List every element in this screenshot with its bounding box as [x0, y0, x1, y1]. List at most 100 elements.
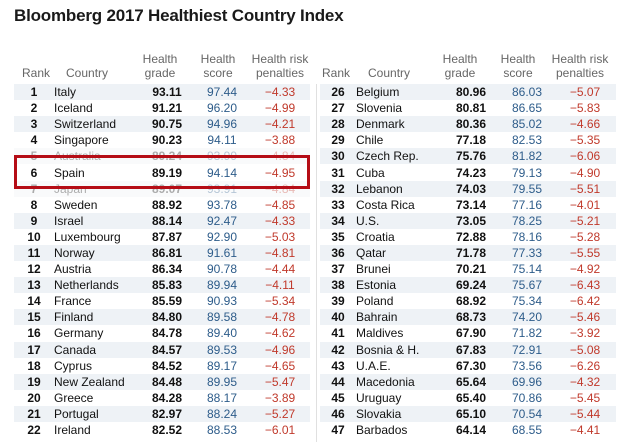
rank-cell: 16: [27, 326, 41, 341]
grade-cell: 74.03: [442, 180, 500, 197]
score-cell: 79.55: [500, 180, 554, 197]
column-divider: [316, 84, 317, 442]
grade-cell: 74.23: [455, 165, 487, 180]
grade-cell: 73.14: [455, 197, 487, 212]
table-row: 14 France 85.59 90.93 −5.34: [14, 293, 310, 309]
rank-cell: 41: [331, 326, 345, 341]
table-row: 3 Switzerland 90.75 94.96 −4.21: [14, 116, 310, 133]
table-row: 26 Belgium 80.96 86.03 −5.07: [320, 84, 616, 101]
score-cell: 77.33: [500, 244, 554, 262]
header-country-right: Country: [368, 66, 411, 80]
country-cell: Italy: [54, 84, 140, 101]
rank-cell: 15: [14, 309, 54, 326]
country-cell: Macedonia: [356, 373, 442, 390]
grade-cell: 80.96: [442, 84, 500, 101]
penalty-cell: −4.66: [554, 116, 616, 133]
rank-cell: 9: [14, 212, 54, 229]
grade-cell: 86.81: [140, 244, 194, 262]
rank-cell: 34: [320, 212, 356, 229]
score-cell: 88.17: [206, 390, 238, 405]
penalty-cell: −4.95: [264, 165, 296, 180]
score-cell: 90.78: [206, 262, 238, 277]
country-cell: Denmark: [356, 116, 442, 133]
table-row: 8 Sweden 88.92 93.78 −4.85: [14, 197, 310, 213]
rank-cell: 10: [27, 229, 41, 244]
country-cell: Luxembourg: [54, 229, 121, 244]
rank-cell: 2: [30, 101, 38, 116]
score-cell: 89.17: [206, 358, 238, 373]
score-cell: 70.86: [511, 390, 543, 405]
table-row: 6 Spain 89.19 94.14 −4.95: [14, 164, 310, 180]
grade-cell: 65.64: [442, 373, 500, 390]
penalty-cell: −4.65: [264, 358, 296, 373]
grade-cell: 67.83: [442, 341, 500, 358]
penalty-cell: −3.88: [264, 133, 296, 148]
table-row: 21 Portugal 82.97 88.24 −5.27: [14, 405, 310, 422]
table-row: 44 Macedonia 65.64 69.96 −4.32: [320, 373, 616, 390]
grade-cell: 69.24: [442, 277, 500, 294]
country-cell: Belgium: [356, 84, 442, 101]
table-row: 40 Bahrain 68.73 74.20 −5.46: [320, 309, 616, 326]
grade-cell: 90.75: [140, 116, 194, 133]
rank-cell: 31: [331, 165, 345, 180]
table-row: 10 Luxembourg 87.87 92.90 −5.03: [14, 229, 310, 245]
country-cell: Qatar: [356, 244, 442, 262]
table-row: 32 Lebanon 74.03 79.55 −5.51: [320, 180, 616, 197]
header-score-right: Health score: [500, 52, 536, 80]
grade-cell: 73.05: [442, 212, 500, 229]
score-cell: 91.61: [194, 244, 250, 262]
rank-cell: 6: [30, 165, 38, 180]
grade-cell: 70.21: [455, 262, 487, 277]
rank-cell: 43: [331, 358, 345, 373]
table-row: 15 Finland 84.80 89.58 −4.78: [14, 309, 310, 326]
rank-cell: 37: [331, 262, 345, 277]
penalty-cell: −4.90: [569, 165, 601, 180]
penalty-cell: −5.08: [554, 341, 616, 358]
table-row: 17 Canada 84.57 89.53 −4.96: [14, 341, 310, 358]
rank-cell: 40: [320, 309, 356, 326]
country-cell: Iceland: [54, 101, 93, 116]
score-cell: 88.24: [194, 405, 250, 422]
penalty-cell: −5.51: [554, 180, 616, 197]
penalty-cell: −6.01: [264, 423, 296, 438]
country-cell: Netherlands: [54, 277, 140, 294]
penalty-cell: −4.33: [250, 212, 310, 229]
penalty-cell: −5.46: [554, 309, 616, 326]
grade-cell: 68.73: [442, 309, 500, 326]
penalty-cell: −5.07: [554, 84, 616, 101]
table-row: 34 U.S. 73.05 78.25 −5.21: [320, 212, 616, 229]
penalty-cell: −4.21: [250, 116, 310, 133]
rank-cell: 3: [14, 116, 54, 133]
rank-cell: 44: [320, 373, 356, 390]
penalty-cell: −4.85: [264, 197, 296, 212]
highlight-box: [14, 155, 310, 189]
table-row: 12 Austria 86.34 90.78 −4.44: [14, 261, 310, 277]
table-row: 37 Brunei 70.21 75.14 −4.92: [320, 261, 616, 277]
score-cell: 82.53: [511, 133, 543, 148]
rank-cell: 13: [14, 277, 54, 294]
score-cell: 89.58: [194, 309, 250, 326]
country-cell: Poland: [356, 294, 394, 309]
penalty-cell: −4.78: [250, 309, 310, 326]
grade-cell: 65.10: [442, 405, 500, 422]
penalty-cell: −5.44: [554, 405, 616, 422]
penalty-cell: −4.01: [569, 197, 601, 212]
table-row: 4 Singapore 90.23 94.11 −3.88: [14, 132, 310, 148]
score-cell: 94.14: [206, 165, 238, 180]
rank-cell: 20: [27, 390, 41, 405]
grade-cell: 72.88: [455, 229, 487, 244]
grade-cell: 82.97: [140, 405, 194, 422]
score-cell: 97.44: [194, 84, 250, 101]
penalty-cell: −5.21: [554, 212, 616, 229]
penalty-cell: −4.99: [264, 101, 296, 116]
score-cell: 69.96: [500, 373, 554, 390]
score-cell: 73.56: [511, 358, 543, 373]
score-cell: 89.94: [194, 277, 250, 294]
penalty-cell: −4.11: [250, 277, 310, 294]
rank-cell: 45: [331, 390, 345, 405]
country-cell: Croatia: [356, 229, 395, 244]
score-cell: 78.16: [511, 229, 543, 244]
rank-cell: 22: [27, 423, 41, 438]
country-cell: Lebanon: [356, 180, 442, 197]
score-cell: 86.03: [500, 84, 554, 101]
